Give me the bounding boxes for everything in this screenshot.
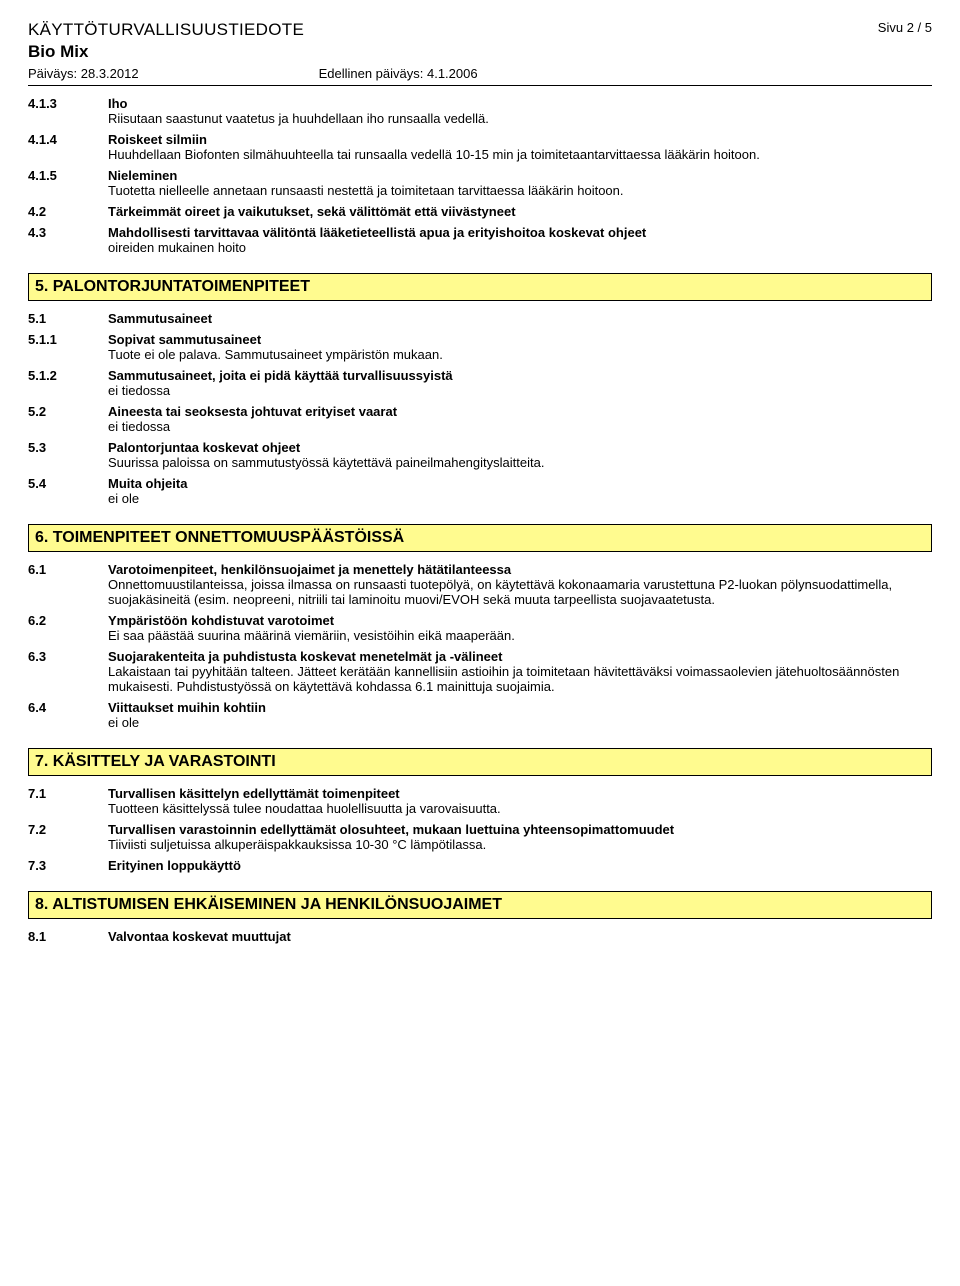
entry-number: 4.1.5: [28, 168, 108, 198]
entry-label: Palontorjuntaa koskevat ohjeet: [108, 440, 932, 455]
entry-label: Sammutusaineet: [108, 311, 932, 326]
entry-text: ei tiedossa: [108, 383, 932, 398]
entry-number: 6.2: [28, 613, 108, 643]
entry-number: 4.1.4: [28, 132, 108, 162]
entry-8-1: 8.1 Valvontaa koskevat muuttujat: [28, 929, 932, 944]
entry-number: 7.2: [28, 822, 108, 852]
entry-number: 6.4: [28, 700, 108, 730]
entry-number: 5.1.1: [28, 332, 108, 362]
entry-label: Aineesta tai seoksesta johtuvat erityise…: [108, 404, 932, 419]
entry-4-1-3: 4.1.3 Iho Riisutaan saastunut vaatetus j…: [28, 96, 932, 126]
entry-text: Suurissa paloissa on sammutustyössä käyt…: [108, 455, 932, 470]
entry-label: Mahdollisesti tarvittavaa välitöntä lääk…: [108, 225, 932, 240]
entry-number: 5.4: [28, 476, 108, 506]
entry-label: Iho: [108, 96, 932, 111]
entry-5-1: 5.1 Sammutusaineet: [28, 311, 932, 326]
entry-text: ei tiedossa: [108, 419, 932, 434]
entry-label: Tärkeimmät oireet ja vaikutukset, sekä v…: [108, 204, 932, 219]
entry-label: Varotoimenpiteet, henkilönsuojaimet ja m…: [108, 562, 932, 577]
section-5-title: 5. PALONTORJUNTATOIMENPITEET: [28, 273, 932, 301]
entry-label: Valvontaa koskevat muuttujat: [108, 929, 932, 944]
section-8-title: 8. ALTISTUMISEN EHKÄISEMINEN JA HENKILÖN…: [28, 891, 932, 919]
entry-text: oireiden mukainen hoito: [108, 240, 932, 255]
entry-text: Onnettomuustilanteissa, joissa ilmassa o…: [108, 577, 932, 607]
entry-label: Turvallisen varastoinnin edellyttämät ol…: [108, 822, 932, 837]
entry-label: Erityinen loppukäyttö: [108, 858, 932, 873]
entry-label: Muita ohjeita: [108, 476, 932, 491]
entry-text: Tuotteen käsittelyssä tulee noudattaa hu…: [108, 801, 932, 816]
entry-5-1-1: 5.1.1 Sopivat sammutusaineet Tuote ei ol…: [28, 332, 932, 362]
doc-title: KÄYTTÖTURVALLISUUSTIEDOTE: [28, 20, 304, 40]
entry-number: 7.1: [28, 786, 108, 816]
entry-5-4: 5.4 Muita ohjeita ei ole: [28, 476, 932, 506]
entry-label: Sammutusaineet, joita ei pidä käyttää tu…: [108, 368, 932, 383]
entry-number: 4.3: [28, 225, 108, 255]
product-name: Bio Mix: [28, 42, 304, 62]
entry-number: 4.2: [28, 204, 108, 219]
entry-text: Tiiviisti suljetuissa alkuperäispakkauks…: [108, 837, 932, 852]
entry-text: Tuote ei ole palava. Sammutusaineet ympä…: [108, 347, 932, 362]
entry-number: 7.3: [28, 858, 108, 873]
entry-6-4: 6.4 Viittaukset muihin kohtiin ei ole: [28, 700, 932, 730]
prev-date-label: Edellinen päiväys: 4.1.2006: [319, 66, 478, 81]
divider: [28, 85, 932, 86]
entry-label: Suojarakenteita ja puhdistusta koskevat …: [108, 649, 932, 664]
entry-5-3: 5.3 Palontorjuntaa koskevat ohjeet Suuri…: [28, 440, 932, 470]
entry-text: Lakaistaan tai pyyhitään talteen. Jättee…: [108, 664, 932, 694]
entry-number: 4.1.3: [28, 96, 108, 126]
entry-number: 5.2: [28, 404, 108, 434]
entry-label: Nieleminen: [108, 168, 932, 183]
entry-6-2: 6.2 Ympäristöön kohdistuvat varotoimet E…: [28, 613, 932, 643]
page-number: Sivu 2 / 5: [878, 20, 932, 35]
entry-label: Ympäristöön kohdistuvat varotoimet: [108, 613, 932, 628]
entry-4-2: 4.2 Tärkeimmät oireet ja vaikutukset, se…: [28, 204, 932, 219]
entry-text: ei ole: [108, 715, 932, 730]
entry-label: Viittaukset muihin kohtiin: [108, 700, 932, 715]
entry-4-3: 4.3 Mahdollisesti tarvittavaa välitöntä …: [28, 225, 932, 255]
entry-number: 6.1: [28, 562, 108, 607]
entry-7-3: 7.3 Erityinen loppukäyttö: [28, 858, 932, 873]
entry-number: 6.3: [28, 649, 108, 694]
entry-6-1: 6.1 Varotoimenpiteet, henkilönsuojaimet …: [28, 562, 932, 607]
entry-5-1-2: 5.1.2 Sammutusaineet, joita ei pidä käyt…: [28, 368, 932, 398]
section-7-title: 7. KÄSITTELY JA VARASTOINTI: [28, 748, 932, 776]
entry-text: ei ole: [108, 491, 932, 506]
entry-number: 5.3: [28, 440, 108, 470]
entry-text: Tuotetta nielleelle annetaan runsaasti n…: [108, 183, 932, 198]
entry-number: 5.1.2: [28, 368, 108, 398]
entry-number: 5.1: [28, 311, 108, 326]
entry-6-3: 6.3 Suojarakenteita ja puhdistusta koske…: [28, 649, 932, 694]
entry-4-1-5: 4.1.5 Nieleminen Tuotetta nielleelle ann…: [28, 168, 932, 198]
entry-7-1: 7.1 Turvallisen käsittelyn edellyttämät …: [28, 786, 932, 816]
entry-text: Riisutaan saastunut vaatetus ja huuhdell…: [108, 111, 932, 126]
entry-text: Ei saa päästää suurina määrinä viemäriin…: [108, 628, 932, 643]
entry-5-2: 5.2 Aineesta tai seoksesta johtuvat erit…: [28, 404, 932, 434]
entry-label: Sopivat sammutusaineet: [108, 332, 932, 347]
section-6-title: 6. TOIMENPITEET ONNETTOMUUSPÄÄSTÖISSÄ: [28, 524, 932, 552]
entry-text: Huuhdellaan Biofonten silmähuuhteella ta…: [108, 147, 932, 162]
entry-number: 8.1: [28, 929, 108, 944]
entry-7-2: 7.2 Turvallisen varastoinnin edellyttämä…: [28, 822, 932, 852]
date-label: Päiväys: 28.3.2012: [28, 66, 139, 81]
entry-4-1-4: 4.1.4 Roiskeet silmiin Huuhdellaan Biofo…: [28, 132, 932, 162]
entry-label: Roiskeet silmiin: [108, 132, 932, 147]
entry-label: Turvallisen käsittelyn edellyttämät toim…: [108, 786, 932, 801]
